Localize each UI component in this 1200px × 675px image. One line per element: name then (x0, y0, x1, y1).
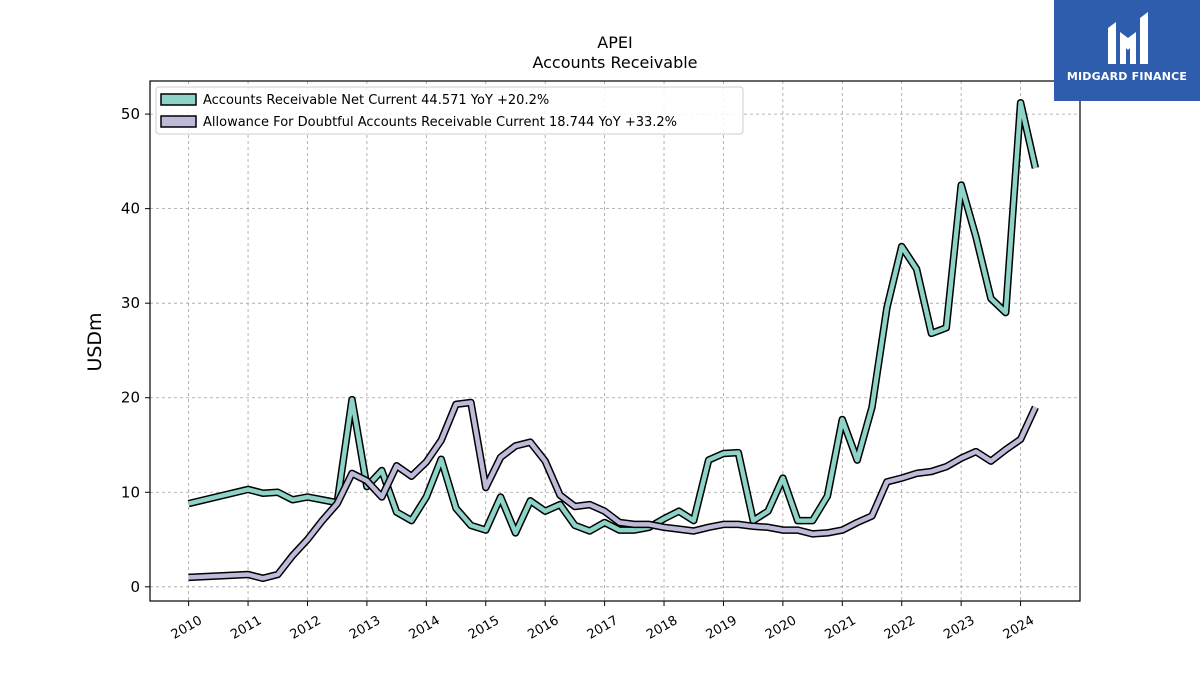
legend-label-allowance: Allowance For Doubtful Accounts Receivab… (203, 115, 677, 130)
chart-subtitle: Accounts Receivable (532, 53, 697, 72)
legend-box (155, 86, 744, 135)
x-tick-label: 2015 (466, 613, 502, 643)
x-tick-label: 2010 (169, 613, 205, 643)
y-tick-label: 20 (121, 389, 140, 407)
series-line-allowance-outline (188, 398, 1039, 583)
series-line-allowance (188, 400, 1038, 581)
x-tick-label: 2012 (288, 613, 324, 643)
midgard-logo-icon (1108, 12, 1148, 64)
x-tick-label: 2018 (644, 613, 680, 643)
y-tick-label: 50 (121, 105, 140, 123)
y-tick-label: 10 (121, 483, 140, 501)
x-tick-label: 2020 (763, 613, 799, 643)
x-tick-label: 2011 (228, 613, 264, 643)
plot-frame (149, 80, 1081, 602)
x-tick-label: 2019 (704, 613, 740, 643)
x-tick-label: 2014 (406, 613, 442, 643)
x-tick-label: 2022 (882, 613, 918, 643)
legend-swatch-ar-net (160, 93, 197, 106)
series-line-ar-net (188, 100, 1038, 536)
series-line-ar-net-outline (187, 98, 1040, 537)
x-tick-label: 2021 (822, 613, 858, 643)
x-tick-label: 2016 (525, 613, 561, 643)
x-tick-label: 2024 (1001, 613, 1037, 643)
grid-layer (150, 81, 1080, 601)
y-tick-label: 30 (121, 294, 140, 312)
legend-swatch-allowance (160, 115, 197, 128)
series-layer (187, 98, 1040, 583)
y-tick-label: 40 (121, 200, 140, 218)
x-tick-label: 2017 (585, 613, 621, 643)
y-axis-label: USDm (84, 312, 106, 371)
x-tick-label: 2023 (941, 613, 977, 643)
tick-layer: 0 10 20 30 40 50 2010 2011 2012 2013 2014 2015 2016 2… (121, 105, 1037, 643)
legend: Accounts Receivable Net Current 44.571 Y… (155, 86, 744, 135)
logo-text: MIDGARD FINANCE (1066, 70, 1188, 83)
y-tick-label: 0 (130, 578, 140, 596)
chart-title: APEI (597, 33, 632, 52)
legend-label-ar-net: Accounts Receivable Net Current 44.571 Y… (203, 93, 549, 108)
x-tick-label: 2013 (347, 613, 383, 643)
midgard-finance-logo: MIDGARD FINANCE (1054, 0, 1200, 101)
